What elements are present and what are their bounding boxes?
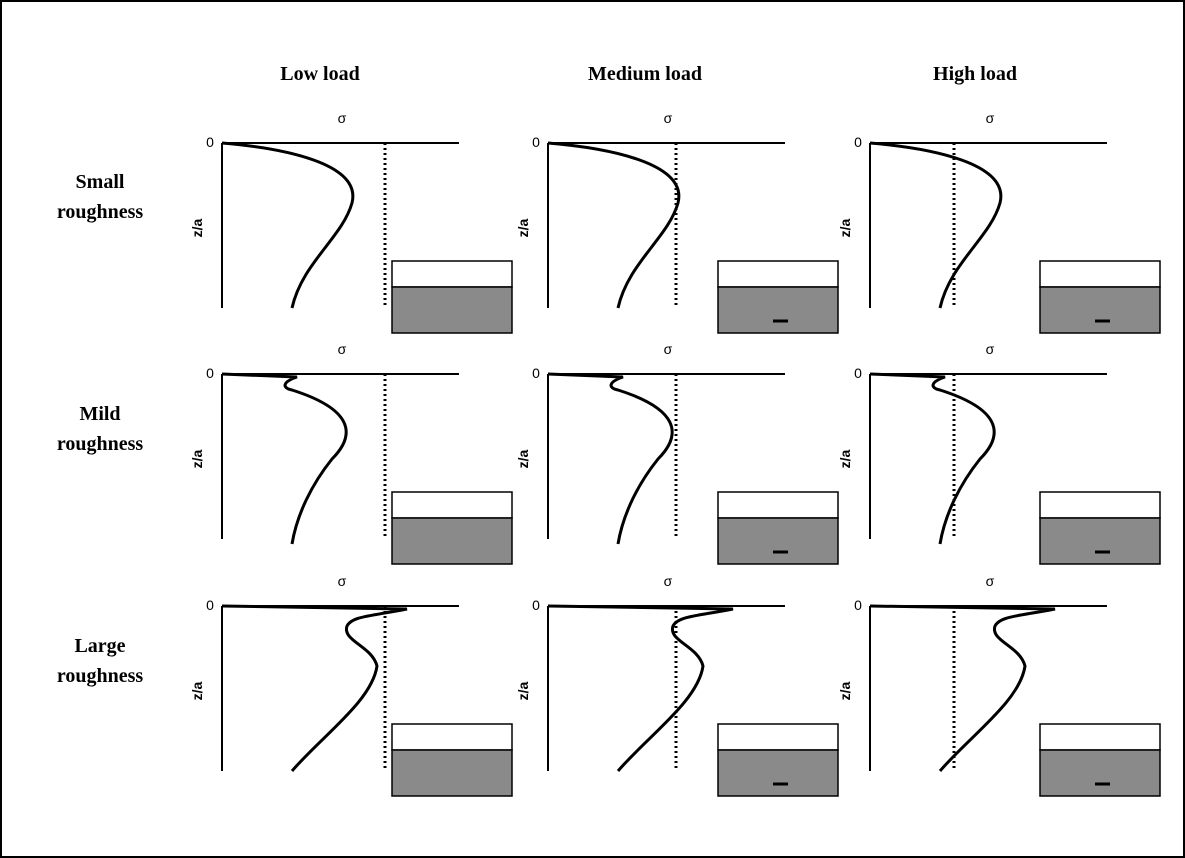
depth-label: z/a	[515, 218, 531, 237]
depth-label: z/a	[837, 681, 853, 700]
column-header: Low load	[280, 63, 359, 85]
depth-label: z/a	[837, 218, 853, 237]
row-header: Large	[74, 635, 125, 657]
inset-top	[392, 261, 512, 287]
stress-label: σ	[664, 573, 673, 589]
stress-label: σ	[986, 573, 995, 589]
origin-label: 0	[854, 134, 862, 150]
origin-label: 0	[854, 597, 862, 613]
stress-label: σ	[986, 341, 995, 357]
inset-bottom	[392, 287, 512, 333]
origin-label: 0	[206, 134, 214, 150]
origin-label: 0	[532, 597, 540, 613]
inset-top	[392, 492, 512, 518]
origin-label: 0	[532, 134, 540, 150]
origin-label: 0	[206, 365, 214, 381]
depth-label: z/a	[189, 681, 205, 700]
depth-label: z/a	[189, 218, 205, 237]
stress-label: σ	[664, 341, 673, 357]
column-header: High load	[933, 63, 1017, 85]
inset-top	[1040, 261, 1160, 287]
stress-label: σ	[664, 110, 673, 126]
depth-label: z/a	[515, 681, 531, 700]
depth-label: z/a	[837, 449, 853, 468]
depth-label: z/a	[515, 449, 531, 468]
row-header: roughness	[57, 665, 144, 687]
inset-bottom	[718, 287, 838, 333]
inset-bottom	[718, 750, 838, 796]
figure: Low load Medium load High load Small roughne…	[0, 0, 1185, 858]
inset-top	[1040, 492, 1160, 518]
row-header: roughness	[57, 433, 144, 455]
inset-top	[718, 724, 838, 750]
inset-bottom	[1040, 750, 1160, 796]
row-header: Mild	[79, 403, 120, 425]
inset-top	[718, 261, 838, 287]
stress-label: σ	[338, 573, 347, 589]
inset-bottom	[1040, 287, 1160, 333]
stress-label: σ	[338, 341, 347, 357]
origin-label: 0	[532, 365, 540, 381]
inset-top	[718, 492, 838, 518]
stress-label: σ	[338, 110, 347, 126]
inset-top	[392, 724, 512, 750]
origin-label: 0	[854, 365, 862, 381]
stress-label: σ	[986, 110, 995, 126]
row-header: roughness	[57, 201, 144, 223]
column-header: Medium load	[588, 63, 702, 85]
row-header: Small	[76, 171, 125, 193]
depth-label: z/a	[189, 449, 205, 468]
inset-bottom	[392, 518, 512, 564]
origin-label: 0	[206, 597, 214, 613]
inset-top	[1040, 724, 1160, 750]
inset-bottom	[392, 750, 512, 796]
inset-bottom	[1040, 518, 1160, 564]
frame	[1, 1, 1184, 857]
inset-bottom	[718, 518, 838, 564]
